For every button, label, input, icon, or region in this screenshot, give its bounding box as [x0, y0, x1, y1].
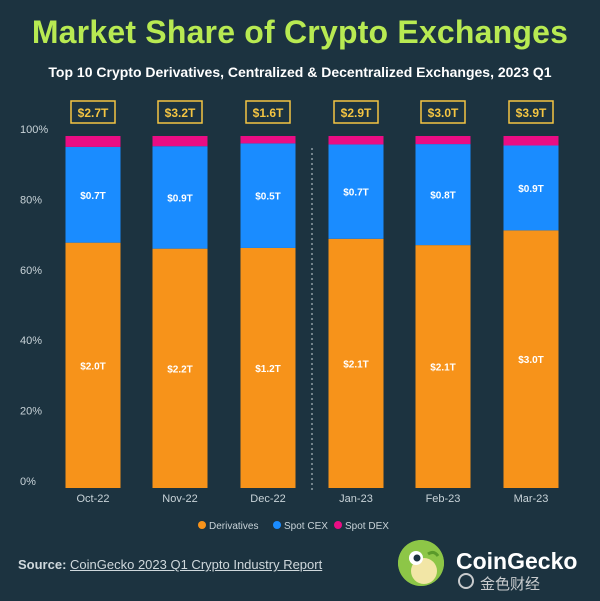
legend-label: Derivatives	[209, 521, 258, 532]
legend-label: Spot CEX	[284, 521, 328, 532]
legend-marker	[334, 521, 342, 529]
total-box	[508, 100, 554, 124]
bar-segment-spot-dex	[65, 136, 121, 147]
bar-segment-spot-dex	[503, 136, 559, 146]
bar-segment-spot-cex	[503, 145, 559, 231]
total-box	[157, 100, 203, 124]
y-tick-label: 40%	[20, 335, 42, 347]
y-tick-label: 20%	[20, 406, 42, 418]
segment-value-label: $2.1T	[430, 363, 456, 374]
bar-segment-derivatives	[240, 247, 296, 488]
coingecko-logo-icon	[398, 540, 444, 586]
y-tick-label: 100%	[20, 124, 48, 136]
total-value-label: $2.9T	[341, 106, 372, 120]
y-tick-label: 60%	[20, 265, 42, 277]
total-value-label: $1.6T	[253, 106, 284, 120]
bar-segment-spot-cex	[240, 143, 296, 248]
x-tick-label: Feb-23	[426, 493, 461, 505]
bar-segment-spot-dex	[415, 136, 471, 145]
legend-marker	[273, 521, 281, 529]
bar-segment-derivatives	[65, 242, 121, 488]
stacked-bar-chart: 100% 80% 60% 40% 20% 0% $2.0T $0.7T $2.7T Oct-22 $…	[20, 100, 559, 532]
source-link[interactable]: CoinGecko 2023 Q1 Crypto Industry Report	[70, 557, 323, 572]
source-note: Source: CoinGecko 2023 Q1 Crypto Industr…	[18, 557, 322, 572]
total-value-label: $3.2T	[165, 106, 196, 120]
y-tick-label: 80%	[20, 194, 42, 206]
total-box	[245, 100, 291, 124]
x-tick-label: Dec-22	[250, 493, 285, 505]
bar-segment-spot-cex	[65, 146, 121, 243]
segment-value-label: $2.0T	[80, 361, 106, 372]
bar-segment-spot-dex	[240, 136, 296, 144]
total-value-label: $2.7T	[78, 106, 109, 120]
bar-segment-spot-cex	[328, 144, 384, 239]
brand-name: CoinGecko	[456, 548, 578, 574]
x-tick-label: Nov-22	[162, 493, 197, 505]
segment-value-label: $1.2T	[255, 364, 281, 375]
bar-segment-derivatives	[415, 245, 471, 488]
total-box	[70, 100, 116, 124]
total-box	[333, 100, 379, 124]
segment-value-label: $0.9T	[518, 184, 544, 195]
total-value-label: $3.0T	[428, 106, 459, 120]
segment-value-label: $0.8T	[430, 191, 456, 202]
legend-label: Spot DEX	[345, 521, 389, 532]
segment-value-label: $2.1T	[343, 359, 369, 370]
legend-marker	[198, 521, 206, 529]
chart-subtitle: Top 10 Crypto Derivatives, Centralized &…	[48, 64, 552, 80]
bar-segment-derivatives	[503, 230, 559, 488]
total-box	[420, 100, 466, 124]
bar-segment-spot-cex	[152, 146, 208, 249]
x-tick-label: Jan-23	[339, 493, 373, 505]
segment-value-label: $0.7T	[80, 191, 106, 202]
chart-title: Market Share of Crypto Exchanges	[31, 14, 569, 50]
total-value-label: $3.9T	[516, 106, 547, 120]
bar-segment-derivatives	[328, 238, 384, 488]
y-tick-label: 0%	[20, 476, 36, 488]
bar-segment-spot-cex	[415, 144, 471, 246]
segment-value-label: $3.0T	[518, 355, 544, 366]
segment-value-label: $2.2T	[167, 364, 193, 375]
segment-value-label: $0.9T	[167, 193, 193, 204]
segment-value-label: $0.5T	[255, 192, 281, 203]
watermark-text: 金色财经	[480, 576, 541, 593]
bar-segment-spot-dex	[152, 136, 208, 147]
bar-segment-derivatives	[152, 248, 208, 488]
x-tick-label: Oct-22	[76, 493, 109, 505]
segment-value-label: $0.7T	[343, 188, 369, 199]
source-prefix: Source:	[18, 557, 67, 572]
bar-segment-spot-dex	[328, 136, 384, 145]
x-tick-label: Mar-23	[514, 493, 549, 505]
watermark-icon	[458, 573, 474, 589]
